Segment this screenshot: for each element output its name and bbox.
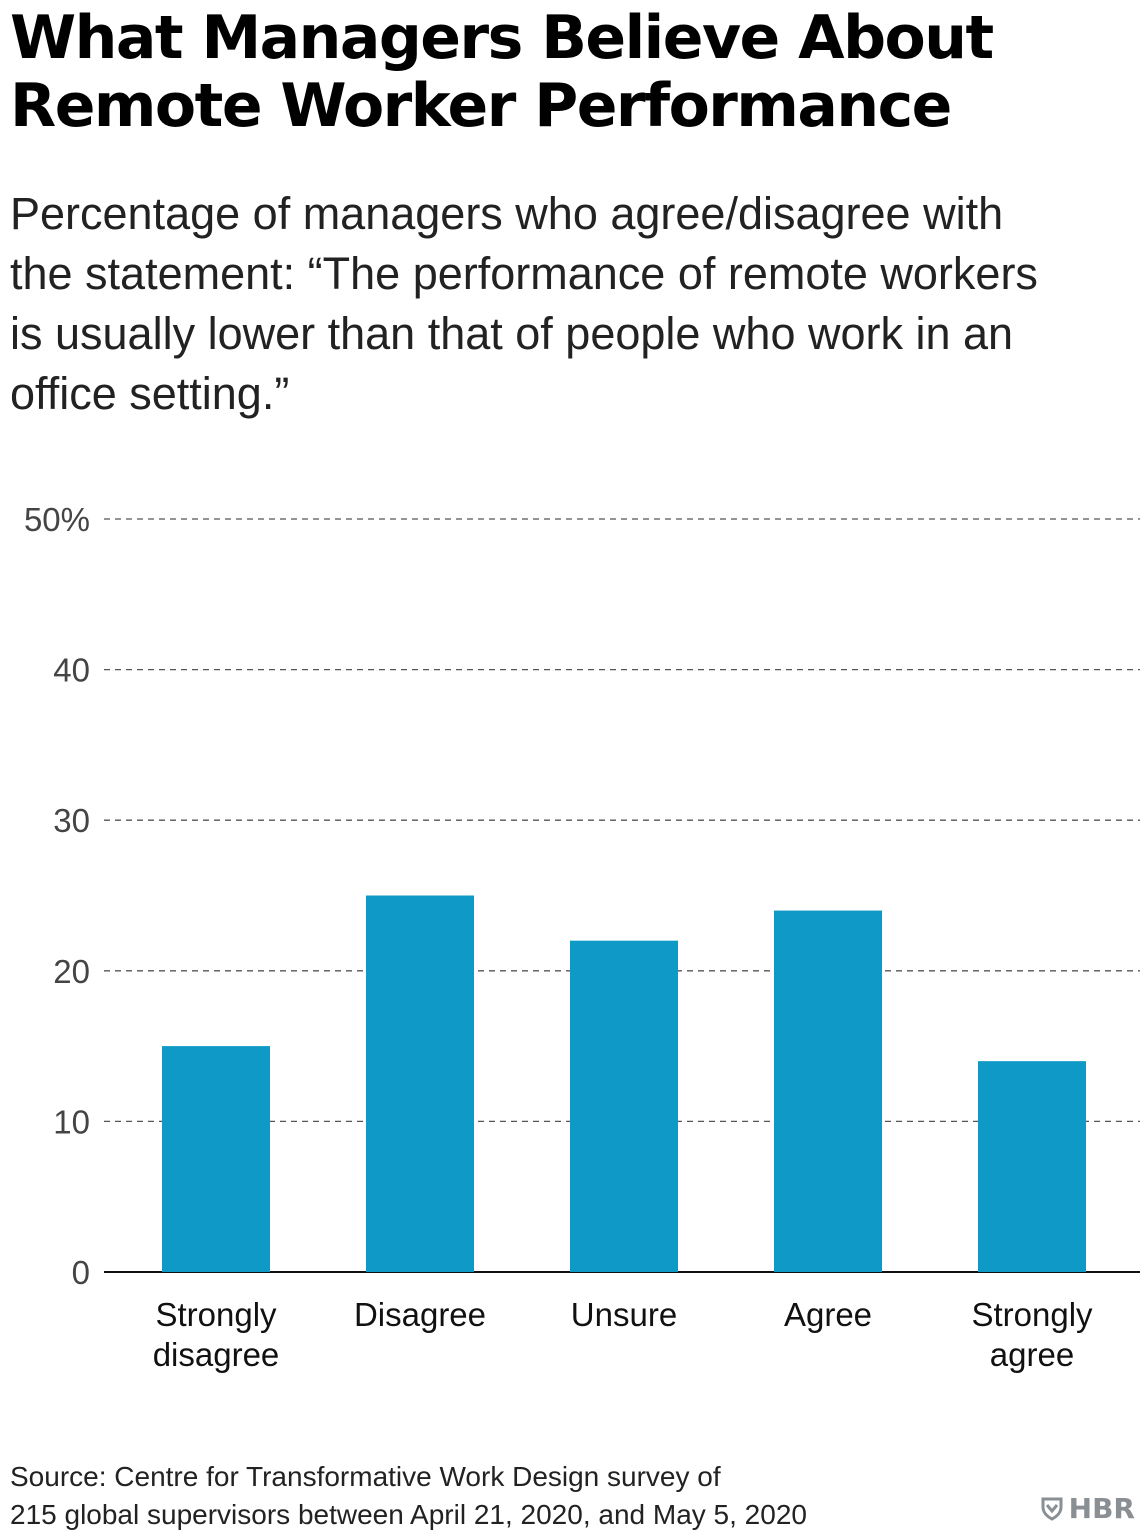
subtitle-line-4: office setting.” — [10, 368, 290, 419]
subtitle-line-1: Percentage of managers who agree/disagre… — [10, 188, 1004, 239]
y-axis-ticks: 0 10 20 30 40 50% — [24, 501, 90, 1291]
bar-1 — [366, 895, 474, 1272]
x-label-2: Unsure — [571, 1296, 677, 1333]
y-tick-label-40: 40 — [53, 652, 90, 689]
y-tick-label-10: 10 — [53, 1103, 90, 1140]
x-label-4: Strongly agree — [971, 1296, 1093, 1373]
bar-3 — [774, 910, 882, 1272]
logo-text: HBR — [1068, 1492, 1135, 1525]
subtitle-line-3: is usually lower than that of people who… — [10, 308, 1014, 359]
bars — [162, 895, 1086, 1272]
y-tick-label-50: 50% — [24, 501, 90, 538]
x-axis-labels: Strongly disagree Disagree Unsure Agree Stron… — [153, 1296, 1093, 1373]
chart-subtitle: Percentage of managers who agree/disagre… — [10, 184, 1135, 424]
source-line-1: Source: Centre for Transformative Work D… — [10, 1461, 721, 1492]
source-line-2: 215 global supervisors between April 21,… — [10, 1499, 807, 1530]
title-line-1: What Managers Believe About — [10, 3, 994, 73]
source-note: Source: Centre for Transformative Work D… — [10, 1458, 970, 1534]
shield-icon — [1041, 1497, 1063, 1521]
x-label-3: Agree — [784, 1296, 872, 1333]
y-tick-label-20: 20 — [53, 953, 90, 990]
bar-chart: 0 10 20 30 40 50% Strongly disagree Disagree Uns… — [24, 501, 1140, 1373]
hbr-logo: HBR — [1041, 1492, 1135, 1525]
y-tick-label-0: 0 — [72, 1254, 90, 1291]
chart-title: What Managers Believe About Remote Worke… — [10, 4, 1130, 140]
y-tick-label-30: 30 — [53, 802, 90, 839]
x-label-0: Strongly disagree — [153, 1296, 280, 1373]
subtitle-line-2: the statement: “The performance of remot… — [10, 248, 1038, 299]
bar-2 — [570, 940, 678, 1272]
bar-4 — [978, 1061, 1086, 1272]
bar-0 — [162, 1046, 270, 1272]
x-label-1: Disagree — [354, 1296, 486, 1333]
title-line-2: Remote Worker Performance — [10, 71, 952, 141]
